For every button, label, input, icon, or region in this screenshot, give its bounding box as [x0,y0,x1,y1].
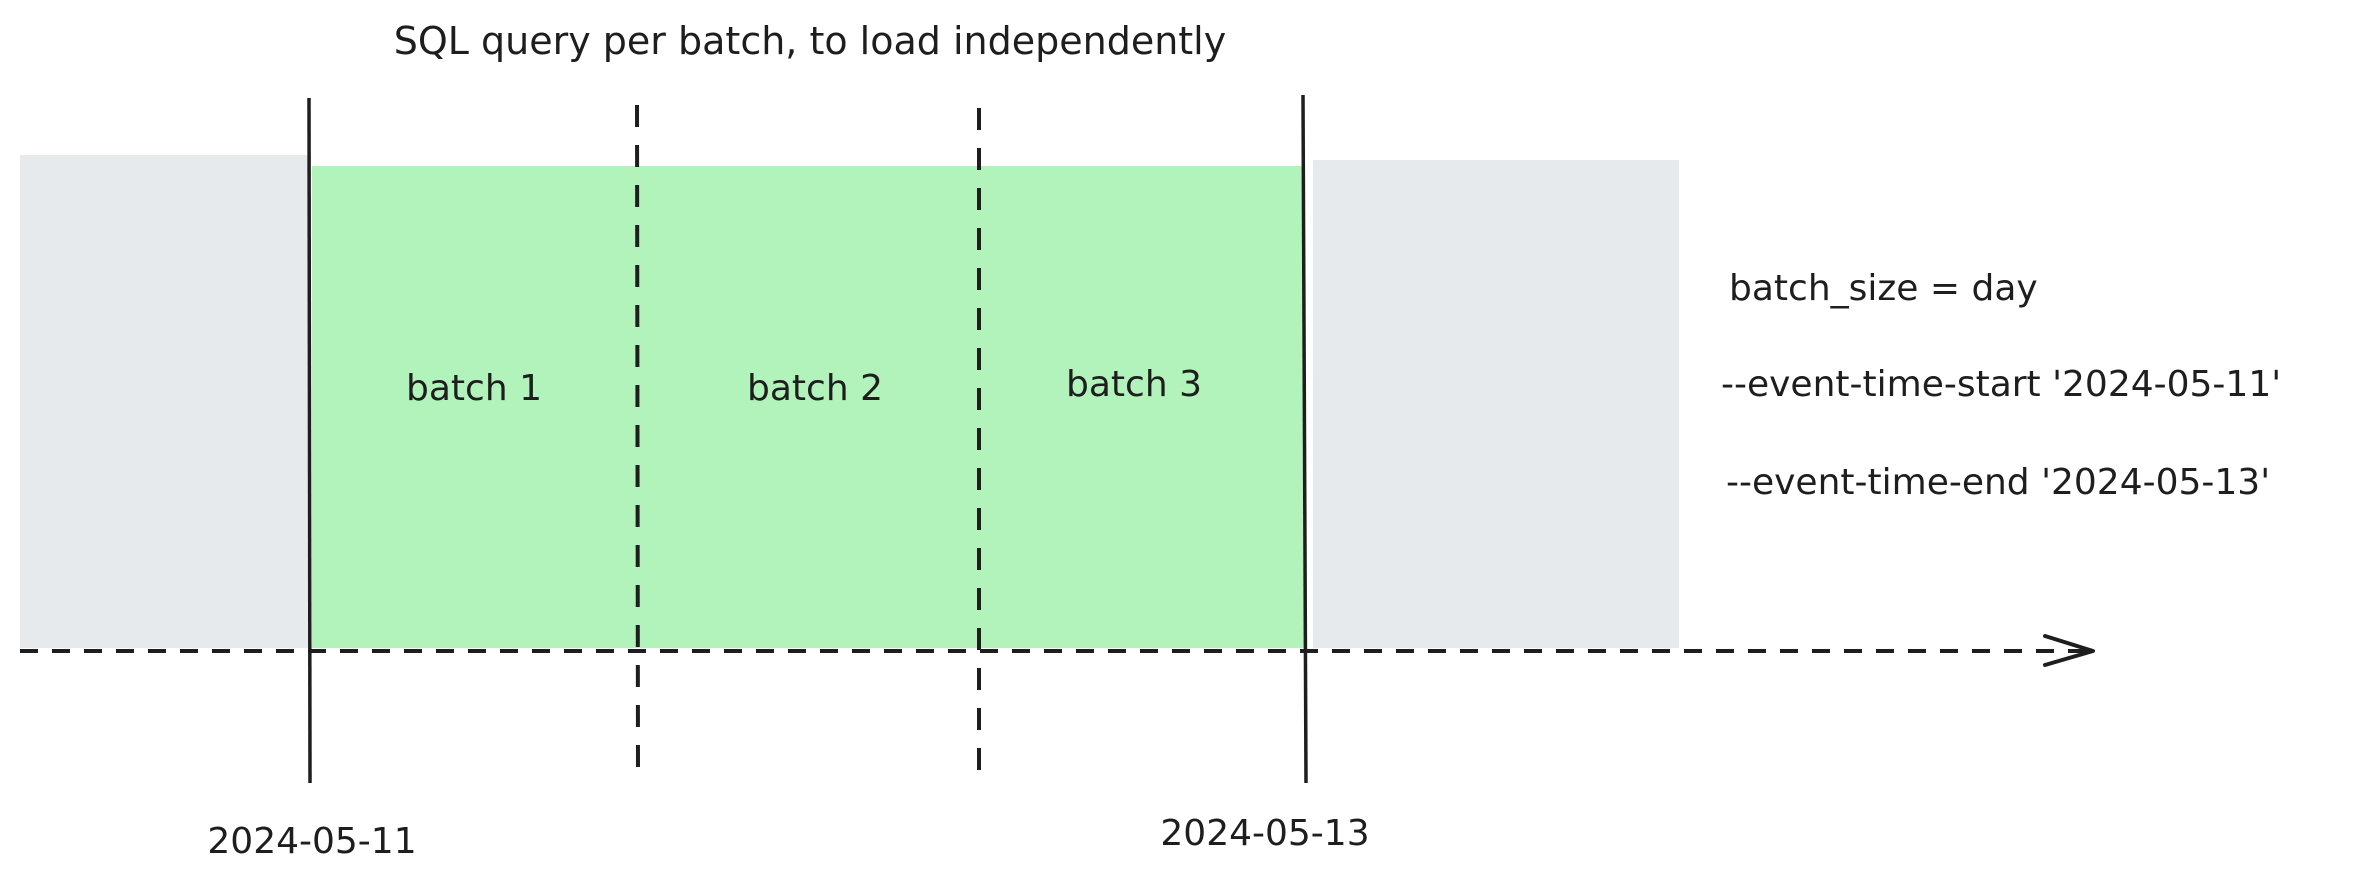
event-time-end-config: --event-time-end '2024-05-13' [1726,462,2270,503]
end-boundary-line [1301,94,1308,784]
batch-label-1: batch 1 [406,368,542,409]
end-date-label: 2024-05-13 [1160,813,1369,854]
start-boundary-line [307,97,312,784]
batch-divider-1 [635,104,640,776]
event-time-start-config: --event-time-start '2024-05-11' [1721,364,2281,405]
start-date-label: 2024-05-11 [207,821,416,862]
included-range [312,166,1304,648]
batch-size-config: batch_size = day [1729,268,2038,309]
arrowhead-icon [2043,634,2095,667]
batch-label-3: batch 3 [1066,364,1202,405]
batch-label-2: batch 2 [747,368,883,409]
diagram-title: SQL query per batch, to load independent… [394,19,1226,63]
excluded-range-before [20,155,309,648]
excluded-range-after [1313,160,1679,648]
